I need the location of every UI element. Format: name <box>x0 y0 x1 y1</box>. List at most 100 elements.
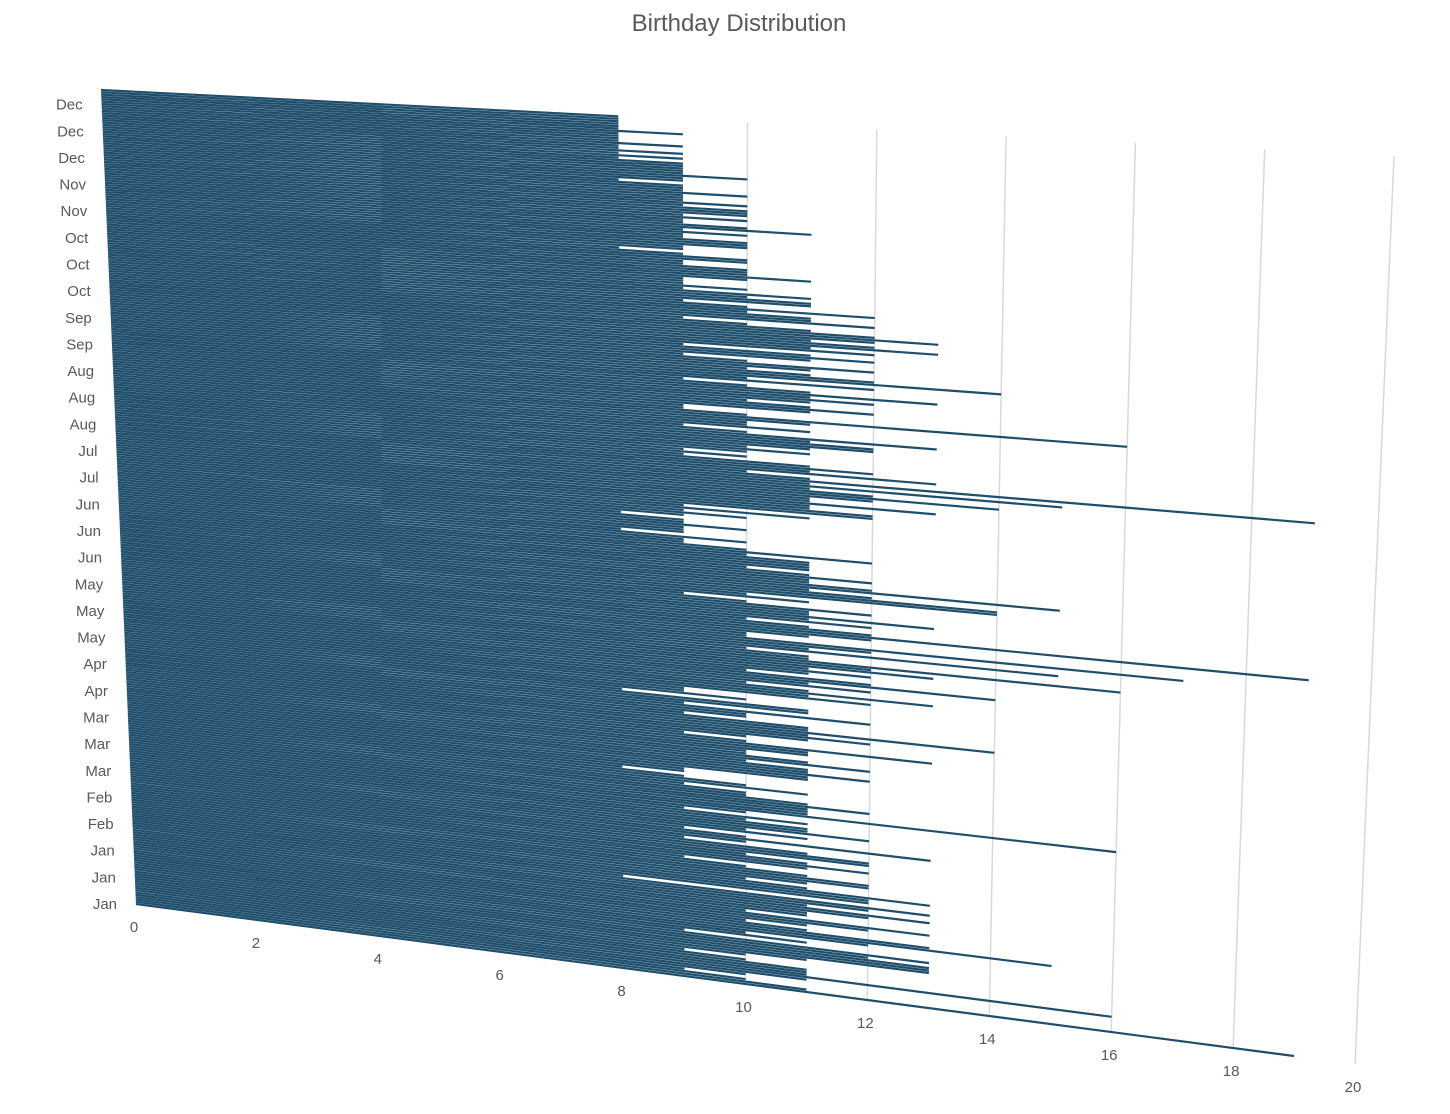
bar <box>125 666 809 742</box>
bar <box>114 395 747 448</box>
bar <box>121 564 1309 682</box>
bar <box>103 146 684 182</box>
bar <box>128 738 1117 854</box>
bar <box>134 863 868 959</box>
bar <box>120 536 810 604</box>
bar <box>127 705 685 770</box>
bar <box>131 807 931 907</box>
bar <box>121 578 872 654</box>
bar <box>130 768 746 843</box>
bar <box>131 798 869 890</box>
bar <box>128 726 808 806</box>
bar <box>122 596 934 680</box>
bar <box>132 833 746 912</box>
bar <box>102 121 683 155</box>
bar <box>116 455 684 507</box>
bar <box>109 276 684 319</box>
bar <box>119 520 872 592</box>
bar <box>109 281 811 333</box>
bar <box>116 450 873 518</box>
bar <box>121 557 747 620</box>
bar <box>114 406 684 456</box>
bar <box>127 696 809 774</box>
bar <box>115 420 810 481</box>
y-tick-label: Oct <box>67 283 91 300</box>
bar <box>121 566 872 642</box>
bar <box>120 543 872 617</box>
y-tick-label: Mar <box>85 763 111 780</box>
bar <box>102 128 619 159</box>
bar <box>123 610 996 702</box>
bar <box>104 165 684 202</box>
chart-title: Birthday Distribution <box>631 10 847 37</box>
bar <box>135 886 807 976</box>
bar <box>111 325 875 384</box>
gridline-20 <box>1354 155 1395 1065</box>
bar <box>110 304 811 357</box>
bar <box>105 186 684 224</box>
y-tick-label: Jul <box>79 470 98 487</box>
bar <box>118 501 810 567</box>
bar <box>116 441 810 503</box>
bar <box>108 258 812 308</box>
bar <box>122 582 1059 678</box>
bar <box>106 211 684 251</box>
bar <box>122 580 809 651</box>
bar <box>135 902 1295 1058</box>
bar <box>128 735 808 816</box>
bar <box>128 728 870 816</box>
y-tick-label: Apr <box>84 683 107 700</box>
bar <box>107 239 684 280</box>
bar <box>106 225 684 265</box>
bar <box>102 135 684 170</box>
bar <box>109 290 811 342</box>
bar <box>132 826 869 920</box>
bar <box>105 190 812 236</box>
x-tick-label: 0 <box>130 919 138 936</box>
bar <box>133 847 930 950</box>
y-tick-label: Aug <box>69 390 96 407</box>
y-tick-label: Oct <box>65 230 89 247</box>
bar <box>118 497 747 556</box>
bar <box>101 107 619 137</box>
bar <box>134 879 746 961</box>
bar <box>109 279 748 326</box>
bar <box>113 388 874 451</box>
bar <box>113 371 747 424</box>
y-tick-label: Dec <box>57 123 84 140</box>
bar <box>118 487 684 541</box>
bar <box>107 230 748 274</box>
bar <box>122 592 1121 694</box>
gridline-14 <box>988 136 1007 1017</box>
gridline-16 <box>1110 142 1137 1033</box>
bar <box>105 204 748 247</box>
bar <box>106 216 684 255</box>
bar <box>124 638 809 712</box>
bar <box>133 854 746 934</box>
y-tick-label: Dec <box>56 97 83 114</box>
bar <box>114 415 937 486</box>
bar <box>127 717 808 796</box>
bar <box>103 139 684 175</box>
bar <box>104 174 748 215</box>
bar <box>118 492 747 551</box>
bar <box>127 710 623 768</box>
bar <box>127 703 808 781</box>
bar <box>114 408 810 468</box>
bar <box>126 675 933 765</box>
bar <box>110 318 811 372</box>
bar <box>111 341 938 406</box>
bar <box>108 253 748 299</box>
bar <box>117 478 684 531</box>
bar <box>114 404 747 458</box>
bar <box>103 144 684 180</box>
bar <box>125 657 809 732</box>
bar <box>106 214 620 249</box>
bar <box>117 485 747 544</box>
bar <box>121 561 872 637</box>
bar <box>113 383 937 451</box>
bar <box>109 299 875 357</box>
y-tick-label: Apr <box>83 656 106 673</box>
x-tick-label: 18 <box>1223 1063 1240 1080</box>
